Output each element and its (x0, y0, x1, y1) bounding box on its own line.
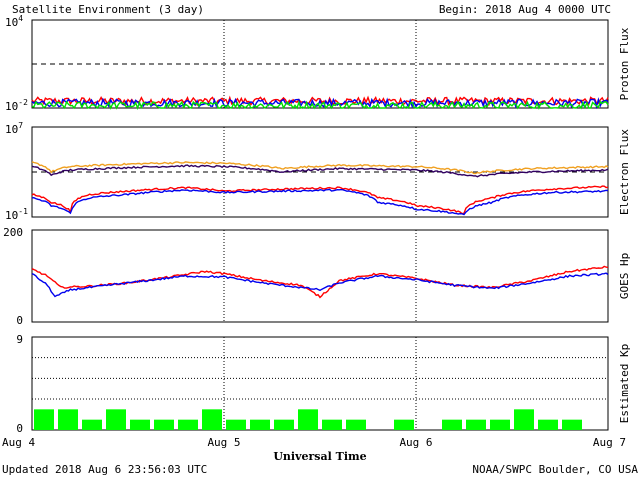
kp-bar (250, 419, 270, 430)
panel-frame (31, 336, 609, 431)
y-tick-label: 10-1 (5, 207, 28, 222)
kp-bar (58, 409, 78, 430)
kp-bar (322, 419, 342, 430)
y-tick-label: 0 (16, 422, 23, 435)
y-axis-label: Estimated Kp (618, 344, 631, 423)
kp-bar (34, 409, 54, 430)
y-axis-label: Proton Flux (618, 27, 631, 100)
kp-bar (82, 419, 102, 430)
kp-bar (106, 409, 126, 430)
series-line-green (31, 100, 609, 111)
x-tick-label: Aug 7 (593, 436, 626, 449)
begin-label: Begin: 2018 Aug 4 0000 UTC (439, 3, 611, 16)
credit-label: NOAA/SWPC Boulder, CO USA (472, 463, 638, 476)
panel-frame (31, 229, 609, 323)
panels-group: 104 10-2 Proton Flux 107 10-1 Electron Flux 20… (3, 14, 631, 435)
series-line-purple (31, 164, 609, 178)
series-line-orange (31, 161, 609, 175)
x-tick-label: Aug 4 (2, 436, 35, 449)
series-line-blue (31, 188, 609, 216)
updated-label: Updated 2018 Aug 6 23:56:03 UTC (2, 463, 207, 476)
x-tick-label: Aug 5 (207, 436, 240, 449)
kp-bar (562, 419, 582, 430)
kp-bar (490, 419, 510, 430)
kp-bar (514, 409, 534, 430)
kp-bar (538, 419, 558, 430)
kp-bar (394, 419, 414, 430)
y-tick-label: 200 (3, 226, 23, 239)
y-tick-label: 104 (5, 14, 23, 29)
x-axis-label: Universal Time (273, 450, 366, 463)
x-tick-label: Aug 6 (399, 436, 432, 449)
x-axis: Aug 4 Aug 5 Aug 6 Aug 7 (2, 436, 626, 449)
y-tick-label: 10-2 (5, 98, 28, 113)
y-tick-label: 9 (16, 333, 23, 346)
kp-bar (346, 419, 366, 430)
y-tick-label: 107 (5, 121, 23, 136)
y-axis-label: Electron Flux (618, 129, 631, 215)
y-axis-label: GOES Hp (618, 253, 631, 299)
y-tick-label: 0 (16, 314, 23, 327)
kp-bar (466, 419, 486, 430)
kp-bar (226, 419, 246, 430)
kp-bar (274, 419, 294, 430)
kp-bar (202, 409, 222, 430)
kp-bar (130, 419, 150, 430)
chart-title: Satellite Environment (3 day) (12, 3, 204, 16)
kp-bar (298, 409, 318, 430)
series-line-red (31, 265, 609, 299)
kp-bar (442, 419, 462, 430)
kp-bar (178, 419, 198, 430)
series-line-red (31, 185, 609, 215)
series-line-blue (31, 272, 609, 298)
kp-bar (154, 419, 174, 430)
